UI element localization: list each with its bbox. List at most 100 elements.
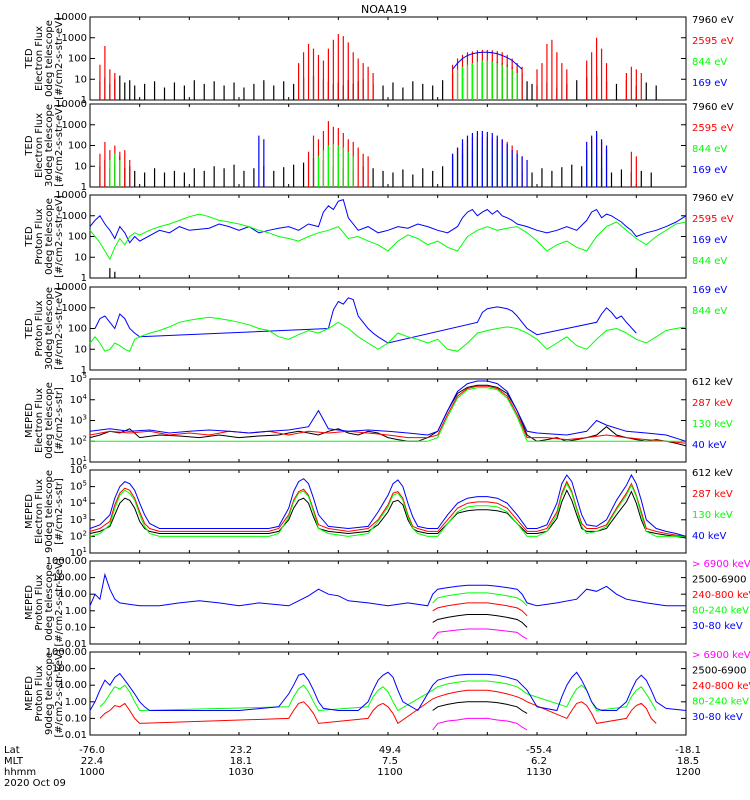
y-tick-label: 10.00 <box>58 680 87 691</box>
legend-7960-ev: 7960 eV <box>692 102 734 113</box>
y-tick-label: 10000 <box>55 12 87 23</box>
legend-287-kev: 287 keV <box>692 489 733 500</box>
flux-line-612-kev <box>89 384 687 447</box>
panel-7: 0.01 0.10 1.00 10.00 100.00 1000.00MEPEDProto… <box>24 556 750 650</box>
legend-2595-ev: 2595 eV <box>692 123 734 134</box>
legend-287-kev: 287 keV <box>692 398 733 409</box>
y-tick-label: 103 <box>70 513 87 526</box>
x-tick-label-mlt: 18.1 <box>230 756 252 767</box>
y-tick-label: 106 <box>70 463 88 476</box>
legend-612-kev: 612 keV <box>692 468 733 479</box>
y-tick-label: 104 <box>70 496 88 509</box>
y-tick-label: 1000 <box>62 303 87 314</box>
y-axis-label: MEPEDElectron Flux0deg telescope[#/cm2-s… <box>24 382 65 459</box>
flux-line-844-ev <box>89 213 687 261</box>
flux-line-6900-kev <box>432 628 528 640</box>
flux-line-130-kev <box>90 387 686 442</box>
legend-240-800-kev: 240-800 keV <box>692 590 750 601</box>
x-tick-label-hhmm: 1100 <box>377 767 402 778</box>
y-tick-label: 0.01 <box>65 730 87 741</box>
legend-240-800-kev: 240-800 keV <box>692 681 750 692</box>
x-tick-label-mlt: 22.4 <box>81 756 103 767</box>
y-tick-label: 1 <box>81 95 87 106</box>
legend-6900-kev: > 6900 keV <box>692 650 750 661</box>
legend-169-ev: 169 eV <box>692 235 727 246</box>
row-label-hhmm: hhmm <box>4 767 36 778</box>
x-tick-label-lat: 49.4 <box>379 745 401 756</box>
y-tick-label: 100 <box>68 141 87 152</box>
y-tick-label: 102 <box>70 529 87 542</box>
y-tick-label: 0.10 <box>65 622 87 633</box>
y-tick-label: 10000 <box>55 282 87 293</box>
y-tick-label: 100.00 <box>52 573 87 584</box>
flux-line-287-kev <box>89 385 687 444</box>
flux-line-40-kev <box>89 473 687 537</box>
y-axis-label: MEPEDProton Flux90deg telescope[#/cm2-s-… <box>24 649 65 737</box>
y-tick-label: 105 <box>70 480 87 493</box>
y-tick-label: 100.00 <box>52 664 87 675</box>
flux-line-844-ev <box>89 316 687 352</box>
x-tick-label-lat: -76.0 <box>79 745 105 756</box>
legend-6900-kev: > 6900 keV <box>692 559 750 570</box>
flux-line-240-800-kev <box>432 602 528 617</box>
legend-30-80-kev: 30-80 keV <box>692 621 743 632</box>
legend-30-80-kev: 30-80 keV <box>692 712 743 723</box>
x-tick-label-lat: -55.4 <box>526 745 552 756</box>
y-tick-label: 1000 <box>62 211 87 222</box>
y-tick-label: 1000 <box>62 120 87 131</box>
y-tick-label: 10000 <box>55 99 87 110</box>
y-tick-label: 100 <box>68 54 87 65</box>
x-tick-label-hhmm: 1030 <box>228 767 253 778</box>
flux-line-80-240-kev <box>432 592 528 607</box>
flux-line-169-ev <box>89 198 687 244</box>
flux-line-2500-6900 <box>432 701 528 714</box>
y-tick-label: 10 <box>74 161 87 172</box>
flux-line-240-800-kev <box>99 689 657 725</box>
x-tick-label-hhmm: 1200 <box>675 767 700 778</box>
legend-2500-6900: 2500-6900 <box>692 575 747 586</box>
y-tick-label: 100 <box>68 232 87 243</box>
figure-title: NOAA19 <box>361 3 407 16</box>
y-axis-label: TEDElectron Flux0deg telescope[#/cm2-s-s… <box>24 17 65 100</box>
x-tick-label-mlt: 7.5 <box>382 756 398 767</box>
flux-line-169-ev <box>94 297 637 344</box>
legend-169-ev: 169 eV <box>692 165 727 176</box>
y-tick-label: 105 <box>70 372 87 385</box>
y-tick-label: 0.01 <box>65 639 87 650</box>
x-tick-label-hhmm: 1000 <box>79 767 104 778</box>
y-tick-label: 104 <box>70 393 88 406</box>
row-label-lat: Lat <box>4 745 20 756</box>
legend-130-kev: 130 keV <box>692 419 733 430</box>
x-tick-label-lat: -18.1 <box>675 745 701 756</box>
legend-844-ev: 844 eV <box>692 256 727 267</box>
y-axis-label: TEDElectron Flux30deg telescope[#/cm2-s-… <box>24 104 65 187</box>
legend-2595-ev: 2595 eV <box>692 36 734 47</box>
legend-844-ev: 844 eV <box>692 306 727 317</box>
y-tick-label: 1 <box>81 182 87 193</box>
legend-130-kev: 130 keV <box>692 510 733 521</box>
x-tick-label-mlt: 18.5 <box>677 756 699 767</box>
legend-169-ev: 169 eV <box>692 285 727 296</box>
flux-line-169-ev <box>452 51 523 70</box>
legend-612-kev: 612 keV <box>692 377 733 388</box>
y-tick-label: 10 <box>74 344 87 355</box>
legend-7960-ev: 7960 eV <box>692 15 734 26</box>
flux-line-6900-kev <box>432 717 528 731</box>
panel-frame <box>89 286 687 371</box>
y-tick-label: 1 <box>81 273 87 284</box>
legend-40-kev: 40 keV <box>692 531 726 542</box>
y-tick-label: 1000.00 <box>46 556 87 567</box>
legend-169-ev: 169 eV <box>692 78 727 89</box>
y-tick-label: 100 <box>68 324 87 335</box>
x-tick-label-lat: 23.2 <box>230 745 252 756</box>
y-axis-label: TEDProton Flux0deg telescope[#/cm2-s-str… <box>24 195 65 278</box>
legend-7960-ev: 7960 eV <box>692 193 734 204</box>
flux-line-287-kev <box>89 480 687 537</box>
y-tick-label: 10000 <box>55 190 87 201</box>
y-tick-label: 0.10 <box>65 713 87 724</box>
